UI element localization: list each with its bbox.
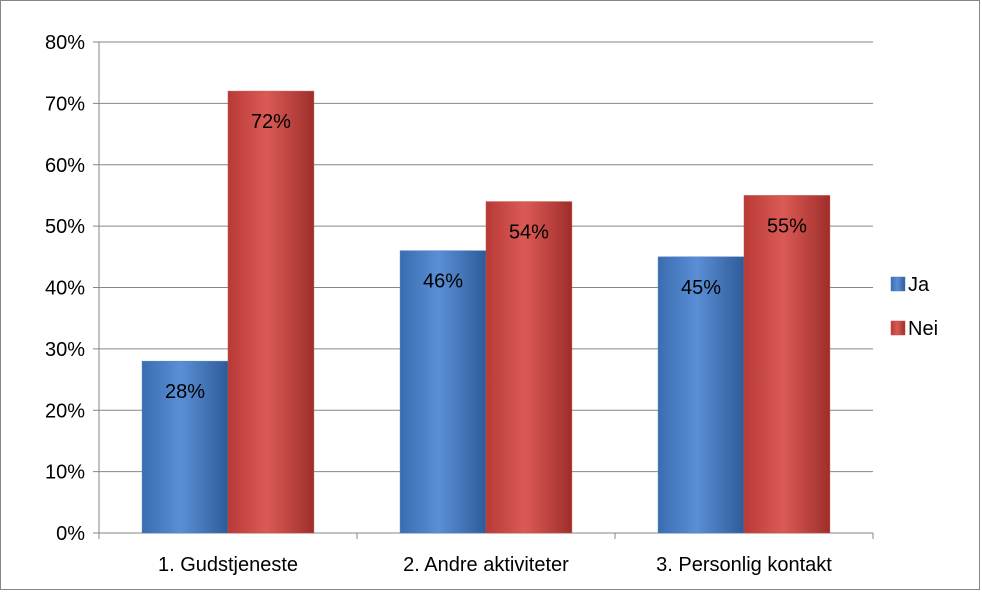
x-category-label: 3. Personlig kontakt (656, 554, 832, 576)
bar-nei (227, 90, 315, 534)
y-tick-label: 60% (45, 155, 85, 177)
data-label: 28% (165, 381, 205, 403)
y-tick-label: 20% (45, 400, 85, 422)
legend-label-ja: Ja (908, 274, 930, 296)
legend-swatch-nei (890, 320, 906, 336)
data-label: 54% (509, 222, 549, 244)
bar-nei (485, 201, 573, 534)
bar-ja (657, 256, 745, 534)
y-tick-label: 10% (45, 462, 85, 484)
y-tick-label: 80% (45, 32, 85, 54)
x-category-label: 1. Gudstjeneste (158, 554, 298, 576)
y-tick-label: 40% (45, 278, 85, 300)
legend-swatch-ja (890, 276, 906, 292)
x-category-label: 2. Andre aktiviteter (403, 554, 569, 576)
data-label: 55% (767, 215, 807, 237)
data-label: 45% (681, 277, 721, 299)
y-tick-label: 70% (45, 93, 85, 115)
y-tick-label: 0% (56, 523, 85, 545)
bar-nei (743, 195, 831, 534)
y-tick-label: 30% (45, 339, 85, 361)
bar-ja (399, 250, 487, 534)
data-label: 46% (423, 271, 463, 293)
bar-ja (141, 360, 229, 534)
legend-label-nei: Nei (908, 318, 938, 340)
y-tick-label: 50% (45, 216, 85, 238)
data-label: 72% (251, 111, 291, 133)
